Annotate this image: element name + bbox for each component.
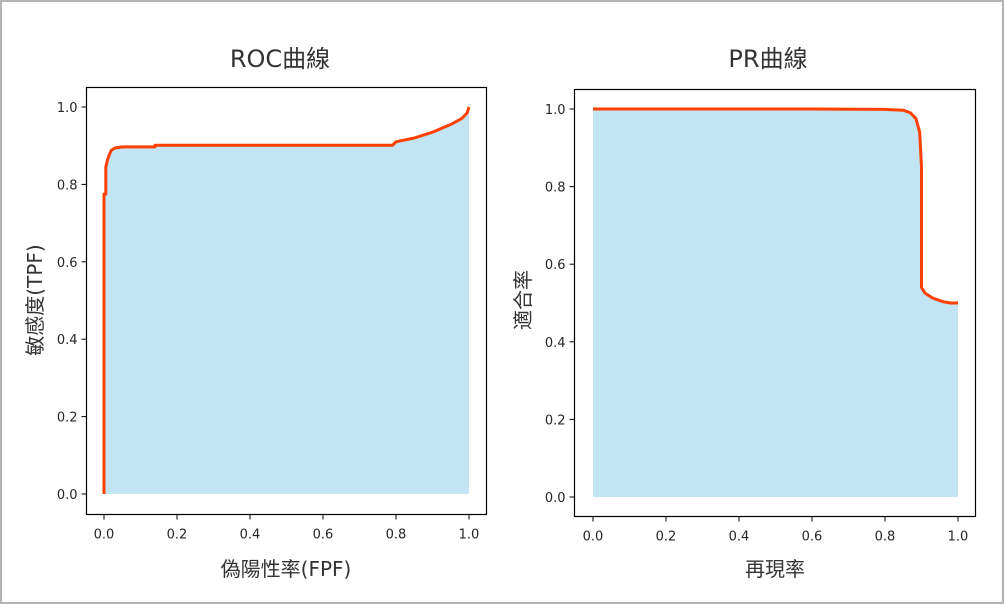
x-tick-label: 0.6 xyxy=(802,530,823,545)
x-tick-label: 0.0 xyxy=(94,528,115,543)
y-tick-label: 1.0 xyxy=(545,103,566,118)
pr-chart: PR曲線 0.0 0.2 0.4 0.6 0.8 1.0 0.0 0.2 0.4 0.6 0.8 1… xyxy=(511,45,977,581)
roc-y-axis-label: 敏感度(TPF) xyxy=(23,244,47,355)
x-tick-label: 0.8 xyxy=(386,528,407,543)
y-tick-label: 1.0 xyxy=(57,101,78,116)
y-tick-label: 0.0 xyxy=(545,491,566,506)
roc-x-axis-label: 偽陽性率(FPF) xyxy=(221,557,352,581)
roc-chart: ROC曲線 0.0 0.2 0.4 0.6 0.8 1.0 0.0 0.2 0.4 0.6 0.8… xyxy=(23,45,488,581)
x-tick-label: 0.6 xyxy=(313,528,334,543)
roc-area-fill xyxy=(104,107,469,494)
y-tick-label: 0.2 xyxy=(545,413,566,428)
pr-curve-line xyxy=(593,107,958,305)
x-tick-label: 0.2 xyxy=(167,528,188,543)
pr-x-axis: 0.0 0.2 0.4 0.6 0.8 1.0 xyxy=(583,516,969,545)
pr-y-axis: 0.0 0.2 0.4 0.6 0.8 1.0 xyxy=(545,103,575,506)
roc-y-axis: 0.0 0.2 0.4 0.6 0.8 1.0 xyxy=(57,101,87,503)
x-tick-label: 0.8 xyxy=(875,530,896,545)
y-tick-label: 0.4 xyxy=(57,333,78,348)
y-tick-label: 0.2 xyxy=(57,411,78,426)
pr-chart-title: PR曲線 xyxy=(728,45,807,73)
y-tick-label: 0.0 xyxy=(57,488,78,503)
pr-y-axis-label: 適合率 xyxy=(511,270,535,330)
roc-chart-title: ROC曲線 xyxy=(230,45,330,73)
y-tick-label: 0.8 xyxy=(545,181,566,196)
roc-curve-line xyxy=(102,106,471,494)
x-tick-label: 0.4 xyxy=(240,528,261,543)
x-tick-label: 1.0 xyxy=(459,528,480,543)
y-tick-label: 0.4 xyxy=(545,336,566,351)
y-tick-label: 0.6 xyxy=(57,256,78,271)
y-tick-label: 0.8 xyxy=(57,178,78,193)
roc-x-axis: 0.0 0.2 0.4 0.6 0.8 1.0 xyxy=(94,514,480,543)
roc-axes-frame xyxy=(85,86,488,516)
y-tick-label: 0.6 xyxy=(545,258,566,273)
pr-x-axis-label: 再現率 xyxy=(745,557,805,581)
x-tick-label: 0.0 xyxy=(583,530,604,545)
x-tick-label: 1.0 xyxy=(948,530,969,545)
x-tick-label: 0.4 xyxy=(729,530,750,545)
x-tick-label: 0.2 xyxy=(656,530,677,545)
pr-axes-frame xyxy=(573,88,977,518)
pr-area-fill xyxy=(593,109,958,497)
